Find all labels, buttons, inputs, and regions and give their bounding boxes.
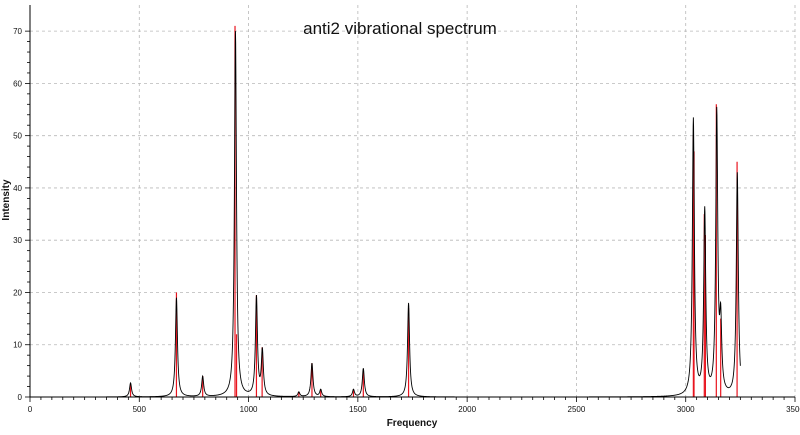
y-tick-label: 30 <box>13 236 22 245</box>
x-axis-label: Frequency <box>387 418 438 429</box>
y-tick-label: 70 <box>13 27 22 36</box>
y-tick-label: 40 <box>13 184 22 193</box>
x-tick-label: 0 <box>28 405 33 414</box>
x-tick-label: 2000 <box>458 405 476 414</box>
chart-title: anti2 vibrational spectrum <box>303 19 497 38</box>
x-tick-label: 2500 <box>568 405 586 414</box>
x-tick-label: 3000 <box>677 405 695 414</box>
y-tick-label: 50 <box>13 132 22 141</box>
x-tick-label: 1000 <box>240 405 258 414</box>
y-tick-label: 60 <box>13 79 22 88</box>
y-tick-label: 10 <box>13 341 22 350</box>
y-tick-label: 0 <box>18 393 23 402</box>
y-axis-label: Intensity <box>1 179 12 221</box>
y-tick-label: 20 <box>13 288 22 297</box>
x-tick-label: 1500 <box>349 405 367 414</box>
y-tick-labels: 0 10 20 30 40 50 60 70 <box>13 27 22 402</box>
grid <box>30 5 796 397</box>
x-tick-label: 500 <box>133 405 147 414</box>
